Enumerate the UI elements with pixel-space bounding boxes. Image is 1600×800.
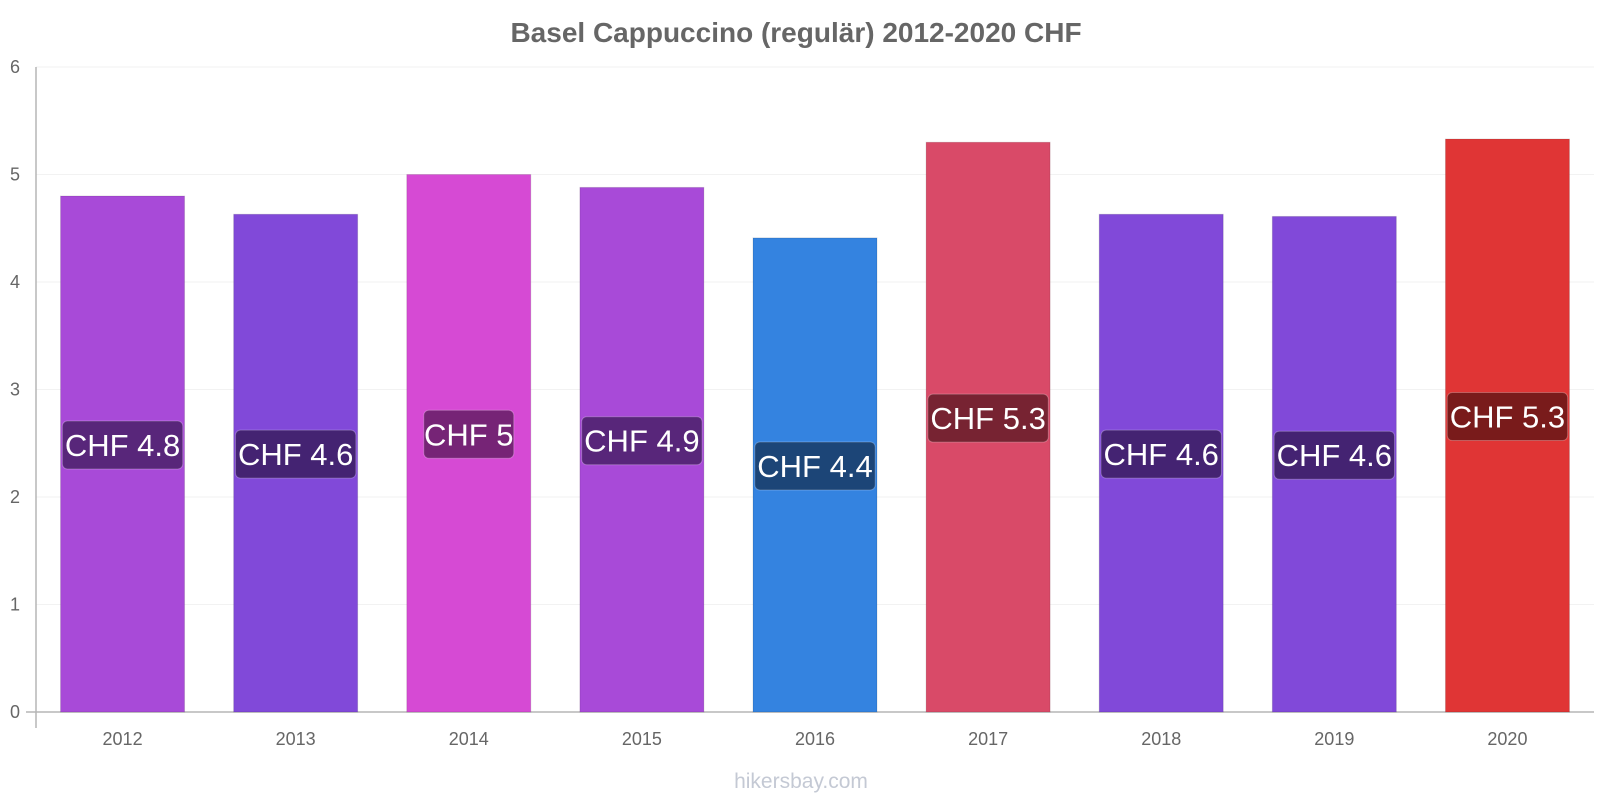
y-tick-label: 6 [10,57,20,77]
data-label: CHF 5 [424,417,514,452]
data-label: CHF 5.3 [1450,400,1565,435]
data-label-box [1100,429,1222,479]
bars [60,138,1570,713]
x-tick-label: 2015 [622,729,662,749]
data-label-box [61,420,184,470]
data-label: CHF 4.8 [65,428,180,463]
x-tick-label: 2014 [449,729,489,749]
x-tick-label: 2020 [1487,729,1527,749]
data-labels: CHF 4.8 CHF 4.6 CHF 5 CHF 4.9 CHF 4.4 CHF 5.3… [61,392,1569,491]
y-tick-label: 4 [10,272,20,292]
x-tick-label: 2016 [795,729,835,749]
data-label-box [234,429,357,479]
data-label-box [1273,430,1396,480]
data-label: CHF 4.6 [238,437,353,472]
y-tick-label: 0 [10,702,20,722]
x-tick-label: 2012 [103,729,143,749]
y-tick-label: 5 [10,165,20,185]
x-tick-label: 2019 [1314,729,1354,749]
tick-labels: 0 1 2 3 4 5 6 2012 2013 2014 2015 2016 2017 2018 2019 2… [10,57,1527,749]
x-tick-label: 2017 [968,729,1008,749]
data-label-box [423,409,515,459]
data-label: CHF 4.4 [757,449,872,484]
watermark: hikersbay.com [734,770,868,793]
data-label: CHF 5.3 [930,401,1045,436]
data-label: CHF 4.6 [1277,438,1392,473]
data-label-box [581,416,703,466]
y-tick-label: 1 [10,595,20,615]
chart-title: Basel Cappuccino (regulär) 2012-2020 CHF [510,17,1081,48]
x-tick-label: 2018 [1141,729,1181,749]
x-tick-label: 2013 [276,729,316,749]
data-label-box [1446,392,1569,442]
data-label: CHF 4.9 [584,424,699,459]
y-tick-label: 2 [10,487,20,507]
data-label-box [754,441,876,491]
data-label-box [927,393,1049,443]
y-tick-label: 3 [10,380,20,400]
data-label: CHF 4.6 [1104,437,1219,472]
